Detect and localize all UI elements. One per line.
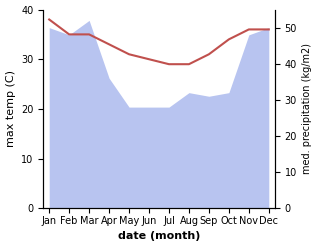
- Y-axis label: med. precipitation (kg/m2): med. precipitation (kg/m2): [302, 43, 313, 174]
- X-axis label: date (month): date (month): [118, 231, 200, 242]
- Y-axis label: max temp (C): max temp (C): [5, 70, 16, 147]
